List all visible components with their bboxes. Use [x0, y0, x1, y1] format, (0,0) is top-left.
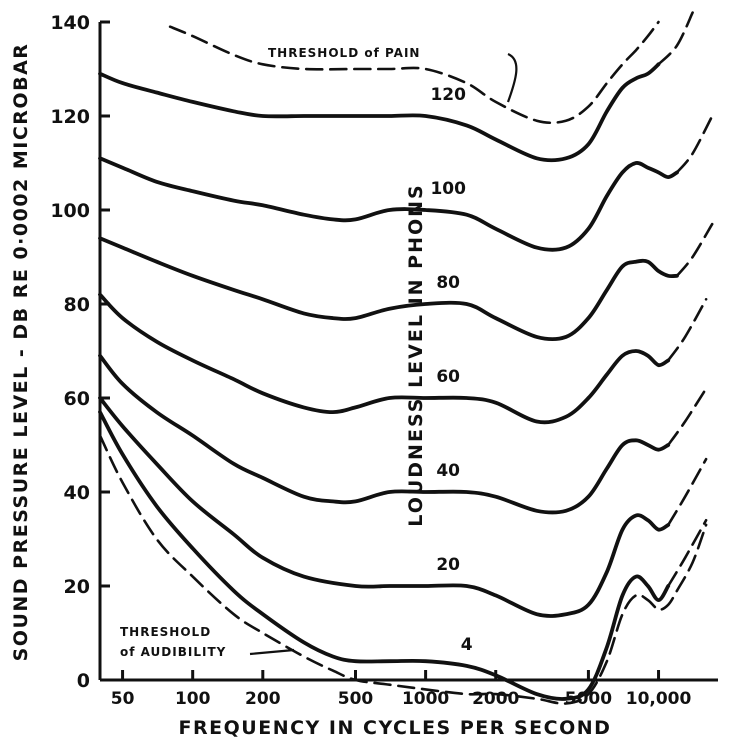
curve-threshold-of-audibility	[98, 434, 708, 705]
y-tick-label: 20	[64, 576, 90, 598]
curve-120-ext	[657, 11, 694, 66]
axis-frame	[98, 22, 718, 682]
x-tick-label: 5000	[565, 689, 612, 709]
curve-40	[98, 353, 671, 515]
curve-label-20: 20	[436, 555, 460, 575]
x-tick-label: 500	[338, 689, 374, 709]
x-tick-label: 100	[175, 689, 211, 709]
curve-label-120: 120	[430, 85, 466, 105]
threshold-of-pain-label: THRESHOLD of PAIN	[268, 46, 420, 60]
loudness-level-label: LOUDNESS LEVEL IN PHONS	[405, 183, 427, 526]
x-tick-label: 1000	[402, 689, 449, 709]
curve-60-ext	[666, 298, 708, 362]
y-tick-label: 0	[77, 670, 90, 692]
curve-40-ext	[666, 387, 708, 447]
curve-series	[98, 11, 714, 705]
y-tick-label: 80	[64, 294, 90, 316]
curve-threshold-of-pain	[168, 20, 660, 125]
y-tick-label: 100	[50, 200, 90, 222]
curve-120	[98, 62, 661, 163]
curve-80-ext	[675, 222, 714, 278]
x-axis-ticks: 50 100 200 500 1000 2000 5000 10,000	[111, 670, 692, 709]
curve-80	[98, 236, 679, 342]
x-tick-label: 10,000	[626, 689, 692, 709]
audibility-pointer-line	[249, 648, 295, 656]
y-tick-label: 140	[50, 12, 90, 34]
curve-60	[98, 292, 671, 425]
curve-4	[98, 410, 671, 701]
x-tick-label: 2000	[472, 689, 519, 709]
curve-label-60: 60	[436, 367, 460, 387]
curve-labels: 120 100 80 60 40 20 4	[430, 85, 472, 655]
curve-100-ext	[675, 114, 714, 174]
curve-label-100: 100	[430, 179, 466, 199]
curve-4-ext	[666, 518, 708, 588]
threshold-of-audibility-label-2: of AUDIBILITY	[120, 645, 226, 659]
curve-100	[98, 156, 679, 252]
y-tick-label: 40	[64, 482, 90, 504]
y-tick-label: 60	[64, 388, 90, 410]
y-tick-label: 120	[50, 106, 90, 128]
curve-label-80: 80	[436, 273, 460, 293]
curve-20	[98, 396, 671, 618]
pain-pointer-line	[506, 52, 518, 103]
y-axis-ticks: 0 20 40 60 80 100 120 140	[50, 12, 110, 692]
curve-label-4: 4	[461, 635, 473, 655]
curve-label-40: 40	[436, 461, 460, 481]
curve-20-ext	[666, 457, 708, 527]
x-tick-label: 200	[245, 689, 281, 709]
x-axis-title: FREQUENCY IN CYCLES PER SECOND	[179, 717, 612, 739]
threshold-of-audibility-label-1: THRESHOLD	[120, 625, 211, 639]
y-axis-title: SOUND PRESSURE LEVEL - DB RE 0·0002 MICR…	[10, 43, 32, 662]
x-tick-label: 50	[111, 689, 135, 709]
